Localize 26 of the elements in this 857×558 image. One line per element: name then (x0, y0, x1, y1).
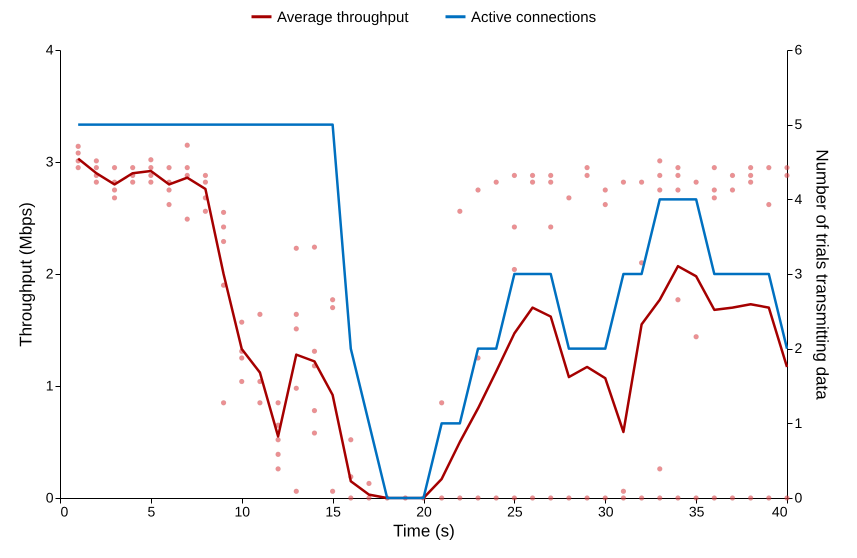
y2-tick-label: 6 (794, 42, 802, 58)
y2-tick-label: 1 (794, 414, 802, 431)
y-tick-label: 2 (46, 266, 54, 282)
x-tick-label: 0 (60, 504, 68, 520)
x-tick-label: 30 (598, 504, 614, 520)
y2-tick-label: 2 (794, 340, 802, 356)
y2-tick-label: 3 (794, 266, 802, 282)
legend-label: Active connections (471, 8, 596, 26)
y2-tick-label: 4 (794, 190, 802, 207)
y-tick-label: 1 (46, 378, 54, 394)
y-tick-label: 3 (46, 154, 54, 170)
y2-tick-label: 0 (794, 490, 802, 506)
x-tick-label: 15 (325, 504, 342, 520)
y-axis-title: Throughput (Mbps) (16, 202, 36, 347)
x-tick-label: 25 (507, 504, 523, 520)
x-tick-label: 5 (147, 504, 156, 520)
legend-label: Average throughput (277, 8, 410, 26)
x-tick-label: 10 (234, 504, 250, 520)
x-tick-label: 35 (688, 504, 705, 520)
y-tick-label: 0 (46, 490, 54, 506)
x-axis-title: Time (s) (393, 522, 455, 540)
x-tick-label: 40 (772, 504, 788, 520)
y2-axis-title: Number of trials transmitting data (812, 149, 832, 400)
y-tick-label: 4 (46, 42, 54, 58)
x-tick-label: 20 (416, 504, 432, 520)
y2-tick-label: 5 (794, 116, 802, 132)
